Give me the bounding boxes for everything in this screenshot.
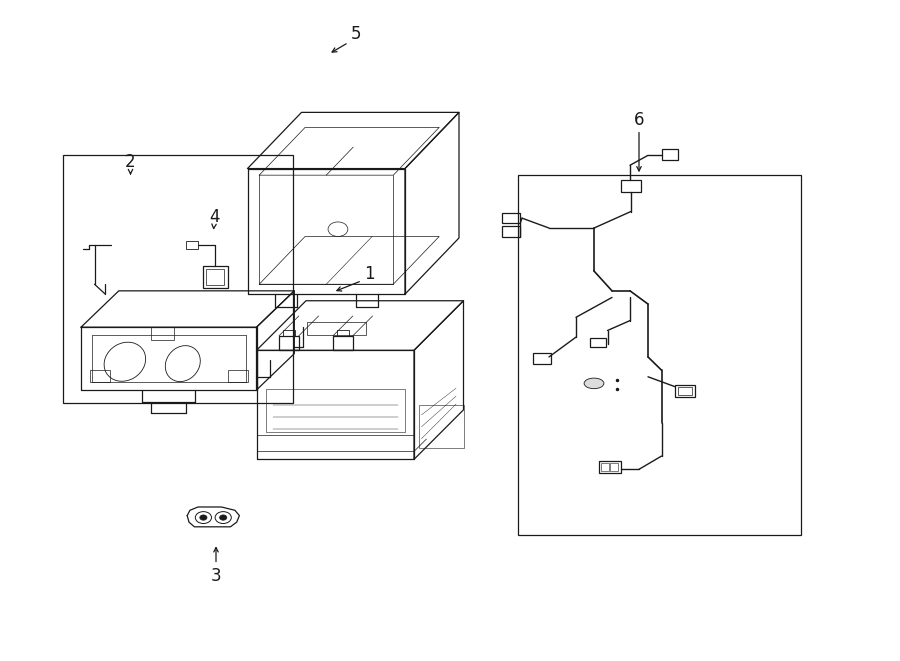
- Bar: [186, 241, 198, 249]
- Ellipse shape: [584, 378, 604, 389]
- Text: 3: 3: [211, 567, 221, 586]
- Bar: [63, 155, 292, 403]
- Text: 6: 6: [634, 111, 644, 130]
- Bar: [151, 327, 174, 340]
- Bar: [502, 226, 520, 237]
- Bar: [333, 336, 353, 350]
- Bar: [307, 323, 365, 335]
- Bar: [621, 180, 641, 192]
- Text: 2: 2: [125, 153, 136, 171]
- Bar: [206, 269, 224, 285]
- Text: 1: 1: [364, 265, 374, 284]
- Bar: [601, 463, 609, 471]
- Bar: [610, 463, 618, 471]
- Bar: [283, 330, 295, 336]
- Bar: [337, 330, 349, 336]
- Bar: [662, 149, 678, 160]
- Bar: [90, 370, 110, 382]
- Bar: [533, 353, 551, 364]
- Bar: [228, 370, 248, 382]
- Bar: [418, 405, 464, 448]
- Bar: [279, 336, 299, 350]
- Text: 5: 5: [350, 25, 361, 44]
- Bar: [202, 266, 228, 288]
- Bar: [502, 213, 520, 223]
- Bar: [518, 175, 801, 535]
- Bar: [675, 385, 695, 397]
- Bar: [266, 389, 405, 432]
- Circle shape: [220, 515, 227, 520]
- Circle shape: [200, 515, 207, 520]
- Bar: [590, 338, 606, 347]
- Bar: [598, 461, 621, 473]
- Bar: [678, 387, 692, 395]
- Text: 4: 4: [209, 208, 220, 226]
